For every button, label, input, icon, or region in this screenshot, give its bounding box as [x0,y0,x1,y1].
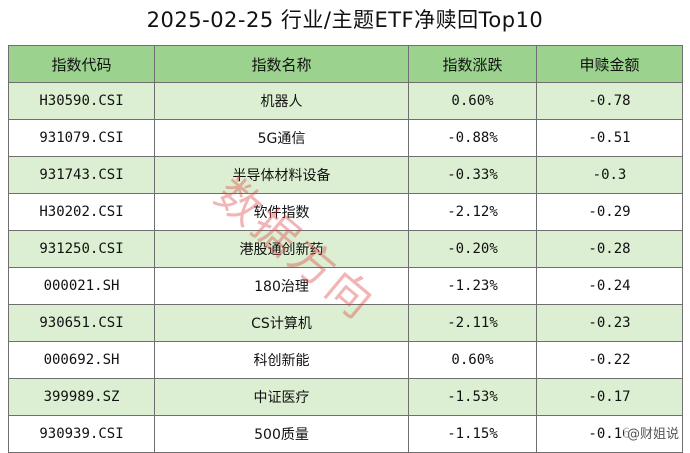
table-row: 399989.SZ 中证医疗 -1.53% -0.17 [8,378,683,416]
cell-index-name: 500质量 [154,415,409,453]
cell-redemption-amount: -0.17 [536,378,683,416]
cell-redemption-amount: -0.22 [536,341,683,379]
cell-index-change: -1.53% [408,378,537,416]
table-row: 931250.CSI 港股通创新药 -0.20% -0.28 [8,230,683,268]
cell-index-name: 中证医疗 [154,378,409,416]
cell-index-change: -0.20% [408,230,537,268]
cell-index-code: H30202.CSI [8,193,155,231]
cell-redemption-amount: -0.23 [536,304,683,342]
table-row: 930651.CSI CS计算机 -2.11% -0.23 [8,304,683,342]
cell-index-name: 机器人 [154,82,409,120]
table-header-row: 指数代码 指数名称 指数涨跌 申赎金额 [8,45,683,83]
header-index-change: 指数涨跌 [408,45,537,83]
header-redemption-amount: 申赎金额 [536,45,683,83]
cell-index-code: 931250.CSI [8,230,155,268]
cell-index-change: 0.60% [408,82,537,120]
cell-index-change: -0.33% [408,156,537,194]
cell-index-name: 科创新能 [154,341,409,379]
table-row: 000692.SH 科创新能 0.60% -0.22 [8,341,683,379]
cell-index-code: 930651.CSI [8,304,155,342]
table-row: 000021.SH 180治理 -1.23% -0.24 [8,267,683,305]
cell-index-change: -0.88% [408,119,537,157]
cell-index-change: -2.12% [408,193,537,231]
cell-index-change: -2.11% [408,304,537,342]
cell-redemption-amount: -0.78 [536,82,683,120]
cell-index-change: -1.15% [408,415,537,453]
cell-index-name: 180治理 [154,267,409,305]
cell-index-name: 半导体材料设备 [154,156,409,194]
table-row: H30590.CSI 机器人 0.60% -0.78 [8,82,683,120]
cell-redemption-amount: -0.28 [536,230,683,268]
cell-index-name: 港股通创新药 [154,230,409,268]
header-index-code: 指数代码 [8,45,155,83]
cell-redemption-amount: -0.3 [536,156,683,194]
cell-index-code: H30590.CSI [8,82,155,120]
cell-index-code: 399989.SZ [8,378,155,416]
page-title: 2025-02-25 行业/主题ETF净赎回Top10 [146,8,544,32]
header-index-name: 指数名称 [154,45,409,83]
cell-index-name: 软件指数 [154,193,409,231]
table-row: 931079.CSI 5G通信 -0.88% -0.51 [8,119,683,157]
cell-index-code: 931079.CSI [8,119,155,157]
cell-redemption-amount: -0.29 [536,193,683,231]
cell-index-code: 000021.SH [8,267,155,305]
cell-index-code: 930939.CSI [8,415,155,453]
source-credit: @财姐说 [623,423,682,442]
table-row: 931743.CSI 半导体材料设备 -0.33% -0.3 [8,156,683,194]
table-row: 930939.CSI 500质量 -1.15% -0.16 [8,415,683,453]
table-row: H30202.CSI 软件指数 -2.12% -0.29 [8,193,683,231]
cell-index-code: 931743.CSI [8,156,155,194]
cell-index-code: 000692.SH [8,341,155,379]
cell-redemption-amount: -0.51 [536,119,683,157]
cell-index-change: 0.60% [408,341,537,379]
cell-index-name: 5G通信 [154,119,409,157]
etf-table: 指数代码 指数名称 指数涨跌 申赎金额 H30590.CSI 机器人 0.60% -0… [8,45,683,453]
cell-redemption-amount: -0.24 [536,267,683,305]
cell-index-name: CS计算机 [154,304,409,342]
cell-index-change: -1.23% [408,267,537,305]
